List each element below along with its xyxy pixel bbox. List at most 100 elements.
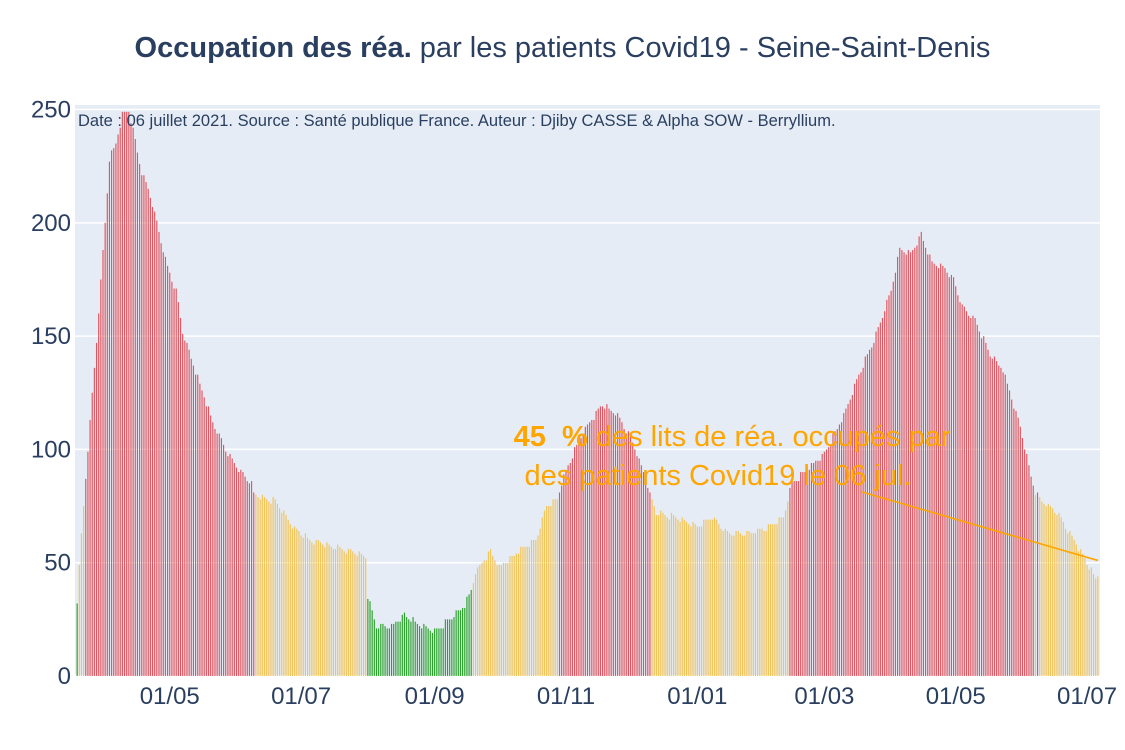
bar xyxy=(894,272,897,676)
bar xyxy=(561,485,563,676)
bar xyxy=(126,111,128,677)
bar xyxy=(162,252,164,677)
bar xyxy=(866,354,869,676)
bar xyxy=(813,463,815,676)
bar xyxy=(1021,438,1024,676)
bar xyxy=(1045,506,1047,676)
bar xyxy=(976,324,978,676)
bar xyxy=(664,515,666,676)
bar xyxy=(853,383,856,676)
bar xyxy=(1080,549,1082,676)
bar xyxy=(182,333,184,676)
bar xyxy=(175,288,177,676)
bar xyxy=(795,481,797,676)
bar xyxy=(89,419,91,676)
bar xyxy=(1056,515,1058,676)
bar xyxy=(744,535,746,676)
bar xyxy=(274,499,276,676)
bar xyxy=(806,469,808,676)
x-axis: 01/05 01/07 01/09 01/11 01/01 01/03 01/05 01/07 xyxy=(140,683,1117,710)
bar xyxy=(378,628,380,676)
y-tick-label: 250 xyxy=(31,97,71,124)
bar xyxy=(483,560,485,676)
bar xyxy=(993,356,996,676)
bar xyxy=(701,526,703,676)
bar xyxy=(593,419,595,676)
bar xyxy=(912,250,914,676)
bar xyxy=(298,530,300,676)
bar xyxy=(991,358,993,676)
bar xyxy=(87,451,89,676)
bar xyxy=(782,517,785,676)
bar xyxy=(1097,576,1099,676)
bar xyxy=(388,628,390,676)
bar xyxy=(741,535,744,676)
bar xyxy=(1064,528,1067,676)
bar xyxy=(382,623,384,676)
bar xyxy=(606,404,608,676)
bar xyxy=(139,163,141,676)
bar xyxy=(750,533,752,676)
bar xyxy=(481,562,483,676)
bar xyxy=(373,619,375,676)
bar xyxy=(757,528,759,676)
x-tick-label: 01/05 xyxy=(926,683,986,710)
bar xyxy=(711,519,713,676)
bar xyxy=(918,236,920,676)
bar xyxy=(1058,512,1060,676)
bar xyxy=(569,463,571,676)
y-tick-label: 0 xyxy=(58,663,71,690)
bar xyxy=(195,374,197,676)
bar xyxy=(849,399,851,676)
bar xyxy=(679,521,681,676)
bar xyxy=(255,494,257,676)
bar xyxy=(819,460,821,676)
bar xyxy=(791,481,793,676)
bar xyxy=(93,367,95,676)
bar xyxy=(386,628,388,676)
bar xyxy=(156,220,158,677)
bar xyxy=(886,299,888,676)
bar xyxy=(552,499,554,676)
bar xyxy=(1075,544,1077,676)
bar xyxy=(371,610,373,676)
bar xyxy=(948,277,950,676)
bar xyxy=(763,530,765,676)
bar xyxy=(980,338,983,676)
bar xyxy=(1062,521,1064,676)
bar xyxy=(80,533,83,676)
bar xyxy=(907,250,909,676)
bar xyxy=(444,619,446,676)
bar xyxy=(408,619,410,676)
bar xyxy=(1054,512,1056,676)
bar xyxy=(1030,476,1032,676)
bar xyxy=(920,231,922,676)
bar xyxy=(177,302,179,676)
bar xyxy=(735,530,737,676)
bar xyxy=(871,347,873,676)
bar xyxy=(739,533,741,676)
bar xyxy=(500,564,502,676)
bar xyxy=(160,243,162,676)
bar xyxy=(412,617,414,676)
bar xyxy=(1008,390,1011,676)
bar xyxy=(778,517,780,676)
bar xyxy=(406,617,408,676)
bar xyxy=(563,474,565,676)
bar xyxy=(578,442,580,676)
bar xyxy=(901,250,903,676)
bar xyxy=(1069,530,1071,676)
bar xyxy=(707,519,709,676)
bar xyxy=(154,211,156,676)
bar xyxy=(776,524,778,676)
bar xyxy=(1088,569,1090,676)
bar xyxy=(322,544,324,676)
bar xyxy=(884,311,886,676)
bar xyxy=(548,506,550,676)
bar xyxy=(244,476,246,676)
bar xyxy=(843,413,845,676)
bar xyxy=(132,127,134,676)
bar xyxy=(653,506,655,676)
bar xyxy=(192,365,195,676)
bar xyxy=(263,496,266,676)
